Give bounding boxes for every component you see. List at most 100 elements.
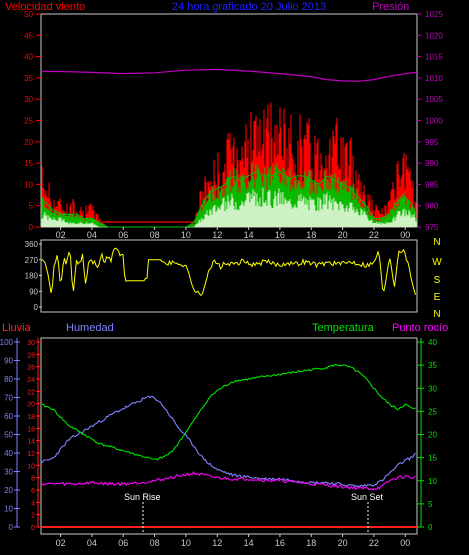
temperature-tick-label: 0 — [428, 523, 433, 532]
dewpoint-left-tick-label: 16 — [27, 426, 35, 433]
dewpoint-left-tick-label: 12 — [27, 451, 35, 458]
climate-x-tick-label: 06 — [118, 538, 128, 548]
rain-tick-label: 100 — [0, 338, 14, 347]
pressure-tick-label: 1015 — [425, 53, 443, 62]
rain-label: Lluvia — [2, 322, 32, 334]
wind-speed-label: Velocidad viento — [5, 1, 85, 13]
direction-line — [41, 247, 416, 297]
pressure-tick-label: 1000 — [425, 117, 443, 126]
sun-rise-label: Sun Rise — [124, 492, 161, 502]
wind-x-tick-label: 04 — [87, 230, 97, 240]
dewpoint-left-tick-label: 10 — [27, 463, 35, 470]
compass-label: N — [433, 237, 440, 248]
pressure-tick-label: 1005 — [425, 95, 443, 104]
climate-x-tick-label: 10 — [181, 538, 191, 548]
temperature-tick-label: 30 — [428, 384, 437, 393]
direction-tick-label: 90 — [29, 287, 38, 296]
rain-tick-label: 50 — [4, 431, 13, 440]
pressure-tick-label: 1020 — [425, 31, 443, 40]
climate-x-tick-label: 16 — [275, 538, 285, 548]
wind-left-tick-label: 30 — [24, 95, 33, 104]
climate-x-tick-label: 02 — [56, 538, 66, 548]
dewpoint-left-tick-label: 28 — [27, 352, 35, 359]
rain-tick-label: 80 — [4, 375, 13, 384]
wind-left-tick-label: 50 — [24, 10, 33, 19]
direction-tick-label: 270 — [25, 256, 39, 265]
wind-x-tick-label: 18 — [306, 230, 316, 240]
dewpoint-left-tick-label: 2 — [31, 513, 35, 520]
direction-tick-label: 180 — [25, 272, 39, 281]
dewpoint-line — [41, 471, 416, 491]
rain-tick-label: 10 — [4, 505, 13, 514]
rain-tick-label: 20 — [4, 486, 13, 495]
dewpoint-left-tick-label: 24 — [27, 377, 35, 384]
wind-axes: 0510152025303540455097598098599099510001… — [24, 10, 443, 240]
pressure-tick-label: 995 — [425, 138, 439, 147]
direction-tick-label: 0 — [34, 303, 39, 312]
pressure-line — [41, 68, 418, 82]
climate-panel-frame — [40, 337, 418, 535]
rain-tick-label: 60 — [4, 412, 13, 421]
wind-x-tick-label: 20 — [338, 230, 348, 240]
wind-x-tick-label: 06 — [118, 230, 128, 240]
compass-label: W — [432, 257, 442, 268]
climate-plot — [41, 363, 417, 528]
dewpoint-left-tick-label: 30 — [27, 340, 35, 347]
direction-tick-label: 360 — [25, 240, 39, 249]
wind-left-tick-label: 5 — [29, 202, 34, 211]
pressure-label: Presión — [372, 1, 409, 13]
humidity-label: Humedad — [66, 322, 114, 334]
wind-left-tick-label: 45 — [24, 31, 33, 40]
dewpoint-left-tick-label: 18 — [27, 414, 35, 421]
climate-x-tick-label: 12 — [212, 538, 222, 548]
wind-x-tick-label: 14 — [244, 230, 254, 240]
climate-x-tick-label: 22 — [369, 538, 379, 548]
dewpoint-left-tick-label: 26 — [27, 365, 35, 372]
dewpoint-left-tick-label: 4 — [31, 500, 35, 507]
climate-x-tick-label: 04 — [87, 538, 97, 548]
pressure-tick-label: 1010 — [425, 74, 443, 83]
pressure-tick-label: 980 — [425, 202, 439, 211]
wind-x-tick-label: 22 — [369, 230, 379, 240]
temperature-tick-label: 20 — [428, 431, 437, 440]
climate-x-tick-label: 00 — [400, 538, 410, 548]
wind-left-tick-label: 15 — [24, 159, 33, 168]
compass-label: E — [434, 292, 441, 303]
wind-left-tick-label: 0 — [29, 223, 34, 232]
dewpoint-left-tick-label: 8 — [31, 476, 35, 483]
temperature-tick-label: 40 — [428, 338, 437, 347]
temperature-tick-label: 25 — [428, 407, 437, 416]
wind-left-tick-label: 20 — [24, 138, 33, 147]
wind-left-tick-label: 35 — [24, 74, 33, 83]
dewpoint-left-tick-label: 0 — [31, 525, 35, 532]
pressure-tick-label: 1025 — [425, 10, 443, 19]
temperature-tick-label: 15 — [428, 454, 437, 463]
pressure-tick-label: 985 — [425, 180, 439, 189]
compass-label: S — [434, 275, 441, 286]
dewpoint-left-tick-label: 20 — [27, 402, 35, 409]
wind-x-tick-label: 16 — [275, 230, 285, 240]
sun-set-label: Sun Set — [351, 492, 384, 502]
pressure-tick-label: 990 — [425, 159, 439, 168]
climate-x-tick-label: 14 — [244, 538, 254, 548]
temperature-tick-label: 35 — [428, 361, 437, 370]
humidity-line — [41, 395, 416, 488]
rain-tick-label: 40 — [4, 449, 13, 458]
rain-tick-label: 90 — [4, 357, 13, 366]
wind-x-tick-label: 08 — [150, 230, 160, 240]
compass-label: N — [433, 309, 440, 320]
dewpoint-left-tick-label: 14 — [27, 439, 35, 446]
temperature-tick-label: 10 — [428, 477, 437, 486]
dewpoint-left-tick-label: 6 — [31, 488, 35, 495]
wind-left-tick-label: 40 — [24, 53, 33, 62]
rain-tick-label: 30 — [4, 468, 13, 477]
temperature-line — [41, 363, 416, 461]
rain-tick-label: 0 — [9, 523, 14, 532]
direction-plot — [41, 247, 416, 297]
temperature-label: Temperatura — [312, 322, 375, 334]
wind-x-tick-label: 12 — [212, 230, 222, 240]
wind-x-tick-label: 10 — [181, 230, 191, 240]
